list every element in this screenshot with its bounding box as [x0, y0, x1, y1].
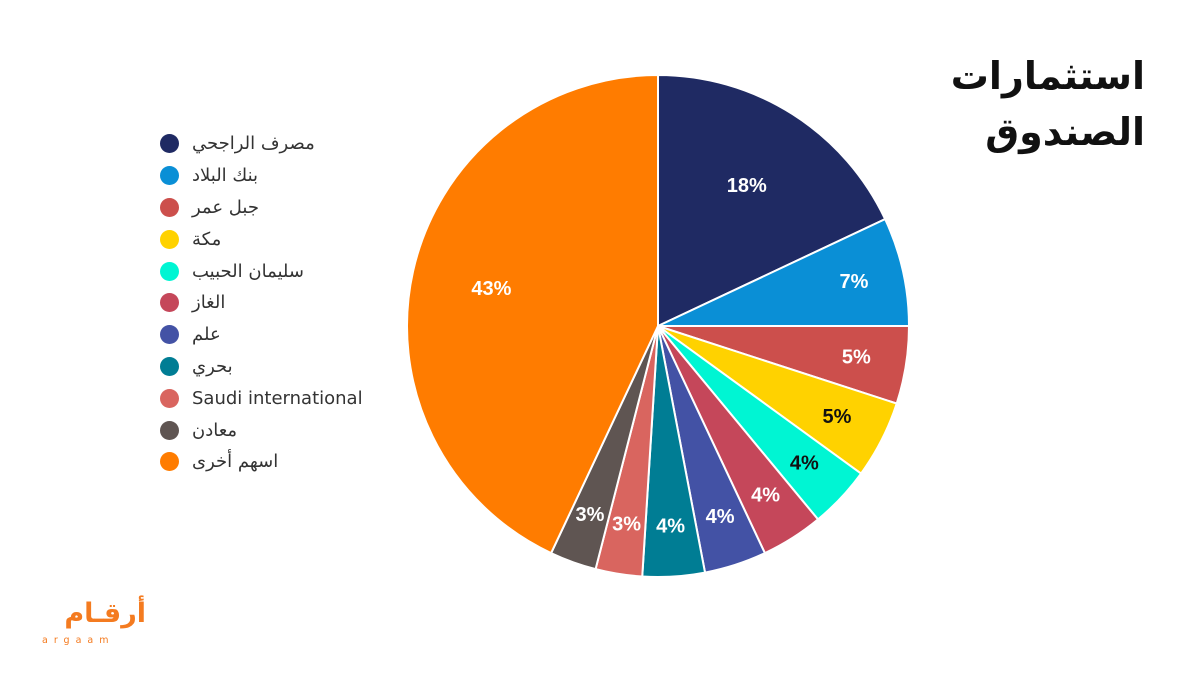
- chart-title-line1: استثمارات: [950, 54, 1145, 98]
- legend-item: علم: [160, 319, 363, 351]
- chart-title-line2: الصندوق: [985, 110, 1145, 154]
- legend-swatch: [160, 261, 179, 281]
- pie-value-label: 4%: [656, 515, 685, 537]
- legend-label: بنك البلاد: [192, 165, 259, 187]
- pie-value-label: 4%: [706, 506, 735, 528]
- pie-slice: [406, 73, 659, 555]
- legend-item: Saudi international: [160, 382, 363, 414]
- legend-label: الغاز: [192, 292, 226, 314]
- legend-item: معادن: [160, 414, 363, 446]
- chart-legend: مصرف الراجحي بنك البلاد جبل عمر مكة سليمان ا…: [160, 128, 363, 478]
- legend-item: بحري: [160, 351, 363, 383]
- legend-swatch: [160, 134, 179, 154]
- pie-value-label: 43%: [471, 278, 511, 300]
- legend-swatch: [160, 420, 179, 440]
- legend-swatch: [160, 166, 179, 186]
- legend-label: مكة: [192, 228, 222, 250]
- pie-value-label: 7%: [840, 271, 869, 293]
- logo-latin-text: argaam: [42, 635, 115, 646]
- pie-slice: [657, 217, 911, 327]
- pie-value-label: 5%: [822, 406, 851, 428]
- legend-label: اسهم أخرى: [192, 451, 279, 473]
- legend-swatch: [160, 325, 179, 345]
- chart-title: استثمارات الصندوق: [951, 48, 1145, 160]
- legend-swatch: [160, 197, 179, 217]
- pie-value-label: 5%: [842, 346, 871, 368]
- legend-label: جبل عمر: [192, 196, 259, 218]
- legend-swatch: [160, 452, 179, 472]
- legend-swatch: [160, 356, 179, 376]
- legend-item: جبل عمر: [160, 192, 363, 224]
- pie-value-label: 18%: [727, 175, 767, 197]
- pie-value-label: 4%: [751, 485, 780, 507]
- legend-item: بنك البلاد: [160, 160, 363, 192]
- legend-label: مصرف الراجحي: [192, 133, 315, 155]
- pie-value-label: 3%: [612, 513, 641, 535]
- pie-value-label: 3%: [576, 504, 605, 526]
- legend-item: اسهم أخرى: [160, 446, 363, 478]
- legend-label: سليمان الحبيب: [192, 260, 304, 282]
- legend-label: بحري: [192, 355, 233, 377]
- argaam-logo: أرقـام argaam: [36, 598, 146, 648]
- legend-item: مكة: [160, 223, 363, 255]
- pie-slice: [657, 73, 887, 328]
- legend-label: Saudi international: [192, 387, 363, 409]
- legend-swatch: [160, 293, 179, 313]
- legend-label: معادن: [192, 419, 238, 441]
- legend-swatch: [160, 388, 179, 408]
- logo-arabic-text: أرقـام: [64, 598, 146, 629]
- legend-swatch: [160, 229, 179, 249]
- legend-item: الغاز: [160, 287, 363, 319]
- legend-label: علم: [192, 324, 221, 346]
- legend-item: مصرف الراجحي: [160, 128, 363, 160]
- legend-item: سليمان الحبيب: [160, 255, 363, 287]
- pie-value-label: 4%: [790, 452, 819, 474]
